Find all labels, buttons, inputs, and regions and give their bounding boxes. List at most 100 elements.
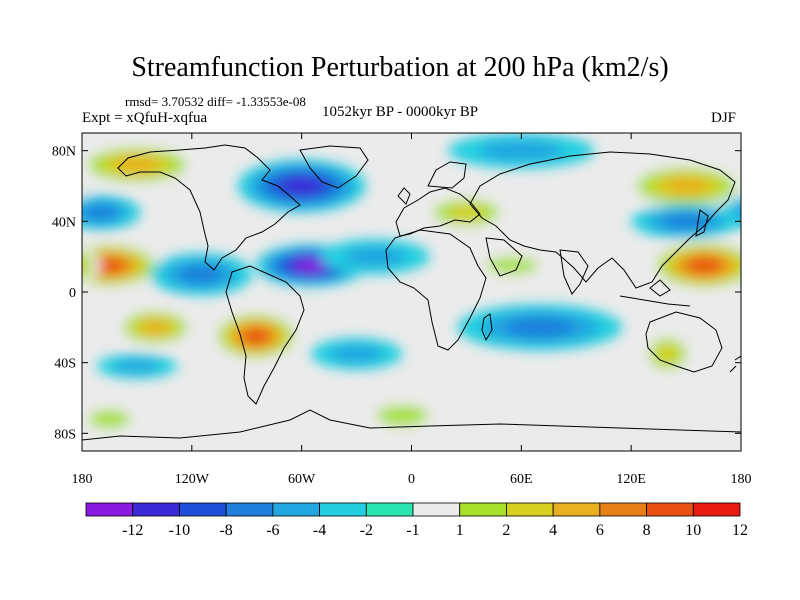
contour-min-south-atlantic-2: [330, 344, 383, 363]
contour-max-west-pacific-north-wrap-4: [82, 259, 85, 272]
lon-tick-label: 60W: [288, 472, 316, 487]
map-axes: 80N 40N 0 40S 80S 180 120W 60W 0 60E 120E 180: [52, 133, 752, 487]
contour-max-australia-4: [656, 344, 679, 364]
stats-text: rmsd= 3.70532 diff= -1.33553e-08: [125, 94, 306, 109]
contour-min-southern-ocean-2: [113, 359, 161, 374]
field-max-north-pacific-high: [82, 143, 800, 186]
season-label: DJF: [711, 110, 737, 126]
colorbar-label: 4: [549, 522, 557, 539]
contour-min-eastern-pacific-4: [178, 265, 224, 284]
contour-max-arabia-2: [485, 257, 539, 274]
contour-max-central-pacific-north-wrap-6: [738, 260, 741, 271]
contour-min-north-pacific-4: [82, 204, 118, 221]
colorbar-swatch: [272, 502, 320, 517]
colorbar-label: -12: [122, 522, 143, 539]
contour-max-north-asia-wrap-1: [82, 175, 90, 197]
lat-tick-label: 40S: [54, 357, 76, 372]
contour-min-arctic-2: [479, 140, 564, 161]
colorbar-swatch: [225, 502, 274, 517]
contour-max-central-pacific-north-wrap-4: [731, 254, 741, 277]
colorbar-label: -2: [360, 522, 373, 539]
contour-max-south-atlantic-2: [376, 405, 429, 426]
field-max-south-atlantic: [356, 398, 449, 434]
period-label: 1052kyr BP - 0000kyr BP: [322, 104, 479, 120]
contour-max-southern-ocean-w-wrap-1: [731, 408, 741, 430]
lat-tick-label: 0: [69, 286, 76, 301]
colorbar-swatch: [365, 502, 414, 517]
colorbar-swatch: [552, 502, 601, 517]
field-max-south-pacific: [211, 311, 300, 361]
contour-max-north-pacific-high-wrap-6: [773, 157, 800, 172]
contour-max-west-pacific-north-wrap-10: [29, 258, 61, 272]
lon-tick-label: 180: [731, 472, 752, 487]
contour-max-north-pacific-high-wrap-1: [733, 154, 741, 175]
colorbar-label: 10: [685, 522, 701, 539]
colorbar-swatch: [132, 502, 180, 517]
lat-tick-label: 80N: [52, 145, 76, 160]
contour-max-south-pacific-10: [243, 328, 269, 344]
contour-max-north-asia-wrap-2: [0, 168, 76, 204]
field-max-west-pacific-north: [14, 240, 741, 291]
lat-tick-label: 80S: [54, 427, 76, 442]
field-min-west-pacific-north: [631, 203, 741, 239]
colorbar-swatch: [599, 502, 647, 517]
contour-max-central-pacific-north-wrap-8: [746, 256, 790, 276]
map-title: Streamfunction Perturbation at 200 hPa (…: [131, 52, 669, 83]
colorbar-label: 1: [456, 522, 464, 539]
field-max-south-pacific-west: [114, 307, 196, 347]
contour-max-southern-ocean-w-2: [88, 410, 131, 429]
colorbar-swatch: [85, 502, 134, 517]
colorbar-label: -1: [406, 522, 419, 539]
field-min-southern-ocean: [96, 353, 178, 379]
contour-max-north-asia-wrap-6: [5, 178, 50, 195]
colorbar-label: 6: [596, 522, 604, 539]
colorbar-label: -4: [313, 522, 326, 539]
lat-tick-label: 40N: [52, 215, 76, 230]
contour-max-north-pacific-high-wrap-2: [747, 148, 800, 181]
colorbar-swatch: [319, 502, 367, 517]
contour-max-north-asia-6: [663, 177, 709, 195]
lon-tick-label: 60E: [510, 472, 533, 487]
lon-tick-label: 180: [72, 472, 93, 487]
contour-max-west-pacific-north-10: [688, 258, 721, 273]
contour-max-west-pacific-north-wrap-6: [14, 251, 77, 279]
colorbar-label: -8: [219, 522, 232, 539]
lon-tick-label: 120E: [616, 472, 646, 487]
field-max-southern-ocean-w: [82, 403, 789, 436]
colorbar-swatch: [459, 502, 507, 517]
contour-min-north-atlantic-2: [343, 246, 407, 267]
contour-min-north-america-8: [281, 177, 323, 195]
colorbar-label: -10: [169, 522, 190, 539]
colorbar-label: 2: [502, 522, 510, 539]
contour-min-north-pacific-wrap-4: [742, 205, 777, 220]
colorbar-label: -6: [266, 522, 279, 539]
field-min-north-america: [237, 159, 366, 213]
contour-max-central-pacific-north-10: [94, 258, 125, 273]
colorbar-swatch: [412, 502, 461, 517]
colorbar-swatch: [179, 502, 227, 517]
field-max-europe: [420, 194, 513, 231]
field-max-australia: [642, 332, 694, 376]
experiment-label: Expt = xQfuH-xqfua: [82, 110, 208, 126]
contour-max-north-pacific-high-wrap-4: [760, 153, 800, 177]
contour-max-europe-4: [446, 204, 487, 221]
contour-max-south-pacific-west-6: [140, 320, 170, 335]
contour-max-southern-ocean-w-wrap-2: [747, 410, 789, 428]
field-min-south-atlantic: [310, 337, 403, 370]
contour-max-west-pacific-north-wrap-8: [22, 255, 70, 276]
contour-max-north-asia-wrap-4: [0, 173, 63, 199]
lon-tick-label: 120W: [175, 472, 210, 487]
colorbar-swatch: [646, 502, 694, 517]
field-min-eastern-pacific: [149, 253, 253, 296]
field-min-indian-ocean: [457, 304, 623, 351]
lon-tick-label: 0: [408, 472, 415, 487]
colorbar-swatch: [506, 502, 554, 517]
colorbar-label: 8: [643, 522, 651, 539]
colorbar-label: 12: [732, 522, 748, 539]
field-max-central-pacific-north: [82, 242, 790, 289]
field-min-arctic: [448, 133, 595, 169]
colorbar: -12 -10 -8 -6 -4 -2 -1 1 2 4 6 8 10 12: [85, 502, 748, 539]
contour-min-caribbean-10: [294, 259, 327, 272]
field-max-arabia: [466, 251, 558, 280]
